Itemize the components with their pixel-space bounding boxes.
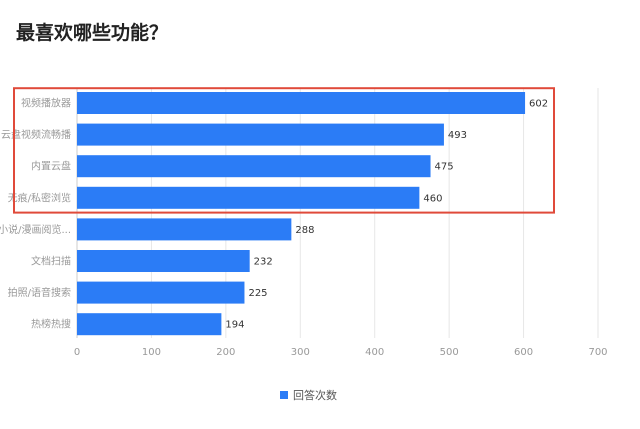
data-label: 194 [225, 320, 244, 331]
labels: 0 100 200 300 400 500 600 700 视频播放器 602 云盘视频流畅播 493… [0, 97, 608, 359]
data-label: 493 [448, 130, 467, 141]
category-label: 热榜热搜 [31, 318, 71, 331]
chart-title: 最喜欢哪些功能？ [16, 22, 169, 44]
category-label: 视频播放器 [21, 97, 71, 110]
x-tick-label: 200 [216, 347, 235, 358]
data-label: 460 [423, 193, 442, 204]
x-tick-label: 400 [365, 347, 384, 358]
bar [77, 281, 245, 304]
x-tick-label: 100 [142, 347, 161, 358]
category-label: 云盘视频流畅播 [1, 128, 71, 141]
category-label: 拍照/语音搜索 [8, 286, 71, 299]
data-label: 475 [435, 162, 454, 173]
bar [77, 250, 250, 272]
bar [77, 92, 526, 114]
data-label: 232 [254, 257, 273, 268]
x-tick-label: 500 [440, 347, 459, 358]
highlight-box [13, 87, 555, 214]
bar [77, 123, 444, 146]
bar [77, 218, 292, 241]
x-tick-label: 300 [291, 347, 310, 358]
x-tick-label: 600 [514, 347, 533, 358]
data-label: 288 [295, 225, 314, 236]
category-label: 文档扫描 [31, 255, 71, 268]
legend: 回答次数 [280, 388, 337, 402]
bars [77, 92, 526, 336]
x-tick-label: 0 [74, 347, 80, 358]
category-label: 内置云盘 [31, 160, 71, 173]
data-label: 225 [248, 288, 267, 299]
legend-swatch [280, 391, 288, 399]
bar [77, 155, 431, 178]
x-tick-label: 700 [588, 347, 607, 358]
bar [77, 186, 420, 209]
data-label: 602 [529, 99, 548, 110]
category-label: 无痕/私密浏览 [8, 191, 71, 204]
legend-label: 回答次数 [293, 388, 337, 402]
bar [77, 313, 222, 336]
category-label: 小说/漫画阅览... [0, 223, 71, 236]
